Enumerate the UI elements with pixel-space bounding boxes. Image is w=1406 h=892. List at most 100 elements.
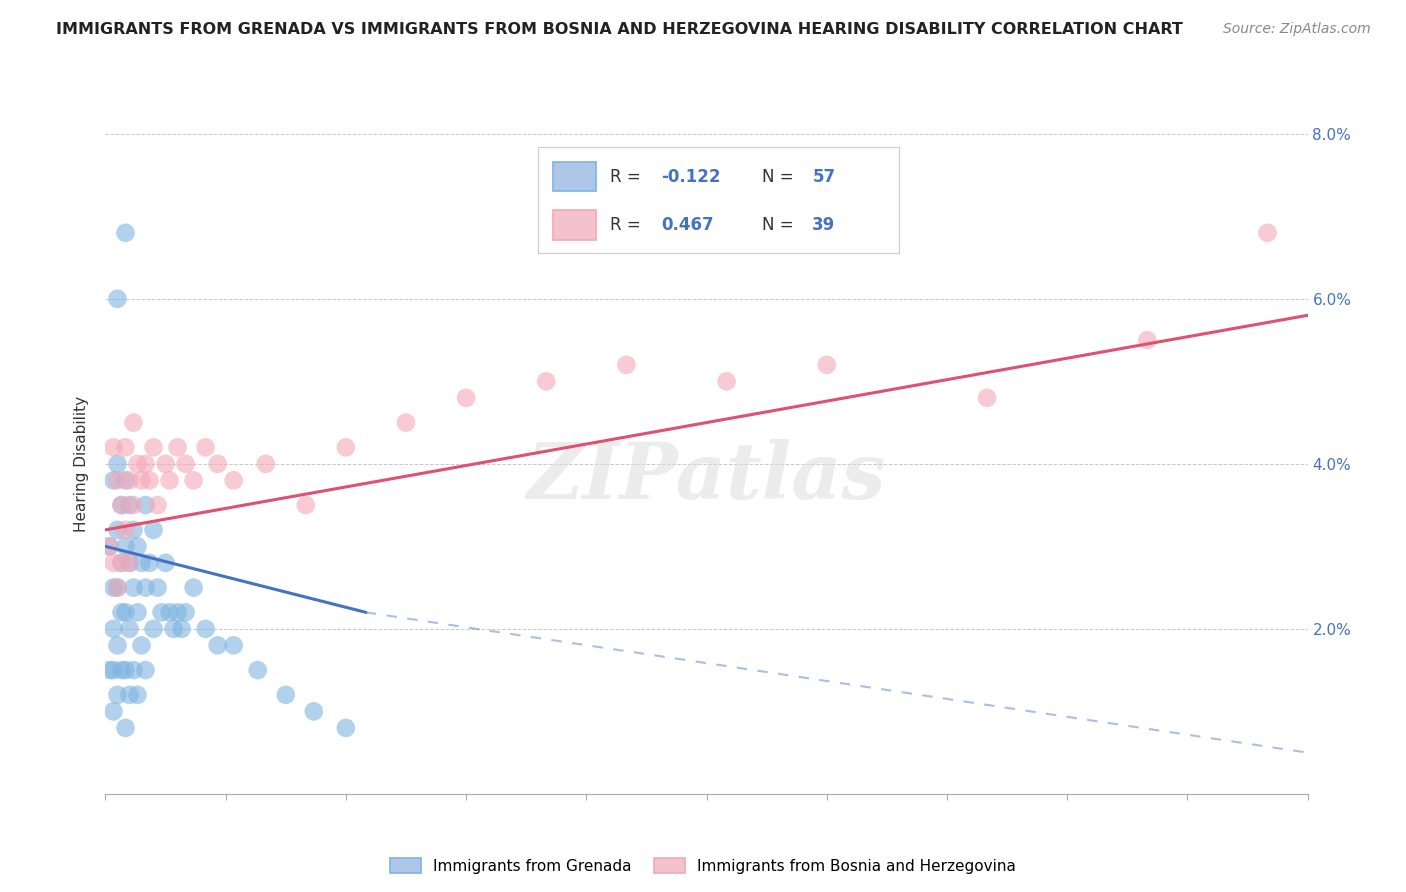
Point (138, 556, 160, 570)
Point (114, 473, 136, 487)
Point (98, 539, 121, 553)
Text: -0.122: -0.122 (661, 168, 720, 186)
Point (122, 416, 145, 430)
Point (146, 581, 169, 595)
Point (103, 622, 125, 636)
Text: R =: R = (610, 216, 647, 235)
Point (118, 473, 141, 487)
Text: 0.467: 0.467 (661, 216, 713, 235)
Point (107, 292, 129, 306)
Point (110, 556, 132, 570)
Point (302, 705, 325, 719)
Point (135, 498, 157, 512)
Point (103, 440, 125, 454)
Text: 39: 39 (813, 216, 835, 235)
Text: N =: N = (762, 216, 799, 235)
Legend: Immigrants from Grenada, Immigrants from Bosnia and Herzegovina: Immigrants from Grenada, Immigrants from… (384, 852, 1022, 880)
Point (110, 663, 132, 677)
Point (135, 457, 157, 471)
Point (183, 473, 205, 487)
Point (150, 605, 173, 619)
Point (110, 498, 132, 512)
Point (207, 457, 229, 471)
Point (170, 622, 193, 636)
Text: 57: 57 (813, 168, 835, 186)
Point (114, 605, 136, 619)
Point (107, 639, 129, 653)
Point (194, 622, 217, 636)
Point (146, 498, 169, 512)
Point (135, 581, 157, 595)
Point (222, 639, 245, 653)
Point (122, 581, 145, 595)
Point (110, 605, 132, 619)
Point (114, 539, 136, 553)
Point (107, 581, 129, 595)
Point (122, 498, 145, 512)
Point (107, 457, 129, 471)
Point (166, 605, 188, 619)
Point (114, 663, 136, 677)
Point (114, 226, 136, 240)
Point (107, 688, 129, 702)
Point (127, 457, 149, 471)
Point (131, 639, 153, 653)
Point (534, 375, 557, 389)
Point (107, 523, 129, 537)
FancyBboxPatch shape (553, 211, 596, 240)
Point (103, 581, 125, 595)
Point (207, 639, 229, 653)
FancyBboxPatch shape (553, 161, 596, 192)
Point (174, 457, 197, 471)
Point (246, 663, 269, 677)
Point (122, 523, 145, 537)
Text: R =: R = (610, 168, 647, 186)
Point (155, 556, 177, 570)
Point (194, 440, 217, 454)
Point (127, 605, 149, 619)
Point (159, 605, 181, 619)
Point (103, 556, 125, 570)
Point (138, 473, 160, 487)
Point (118, 622, 141, 636)
Point (454, 391, 477, 405)
Point (114, 440, 136, 454)
Point (1136, 333, 1159, 347)
Point (166, 440, 188, 454)
Point (131, 473, 153, 487)
Point (335, 440, 357, 454)
Point (114, 523, 136, 537)
Point (142, 622, 165, 636)
Point (110, 556, 132, 570)
Point (295, 498, 318, 512)
Text: IMMIGRANTS FROM GRENADA VS IMMIGRANTS FROM BOSNIA AND HERZEGOVINA HEARING DISABI: IMMIGRANTS FROM GRENADA VS IMMIGRANTS FR… (56, 22, 1182, 37)
Point (162, 622, 184, 636)
Point (98, 663, 121, 677)
Point (395, 416, 418, 430)
Point (716, 375, 738, 389)
Point (98, 539, 121, 553)
Point (118, 556, 141, 570)
Text: N =: N = (762, 168, 799, 186)
Point (183, 581, 205, 595)
Point (103, 473, 125, 487)
Point (815, 358, 838, 372)
Point (107, 581, 129, 595)
Point (103, 663, 125, 677)
Point (159, 473, 181, 487)
Point (118, 498, 141, 512)
Point (103, 705, 125, 719)
Point (1257, 226, 1279, 240)
Point (107, 473, 129, 487)
Point (131, 556, 153, 570)
Point (114, 721, 136, 735)
Point (135, 663, 157, 677)
Point (118, 556, 141, 570)
Point (155, 457, 177, 471)
Point (254, 457, 277, 471)
Text: ZIPatlas: ZIPatlas (527, 439, 886, 516)
Point (142, 440, 165, 454)
Point (110, 498, 132, 512)
Point (118, 688, 141, 702)
Point (174, 605, 197, 619)
